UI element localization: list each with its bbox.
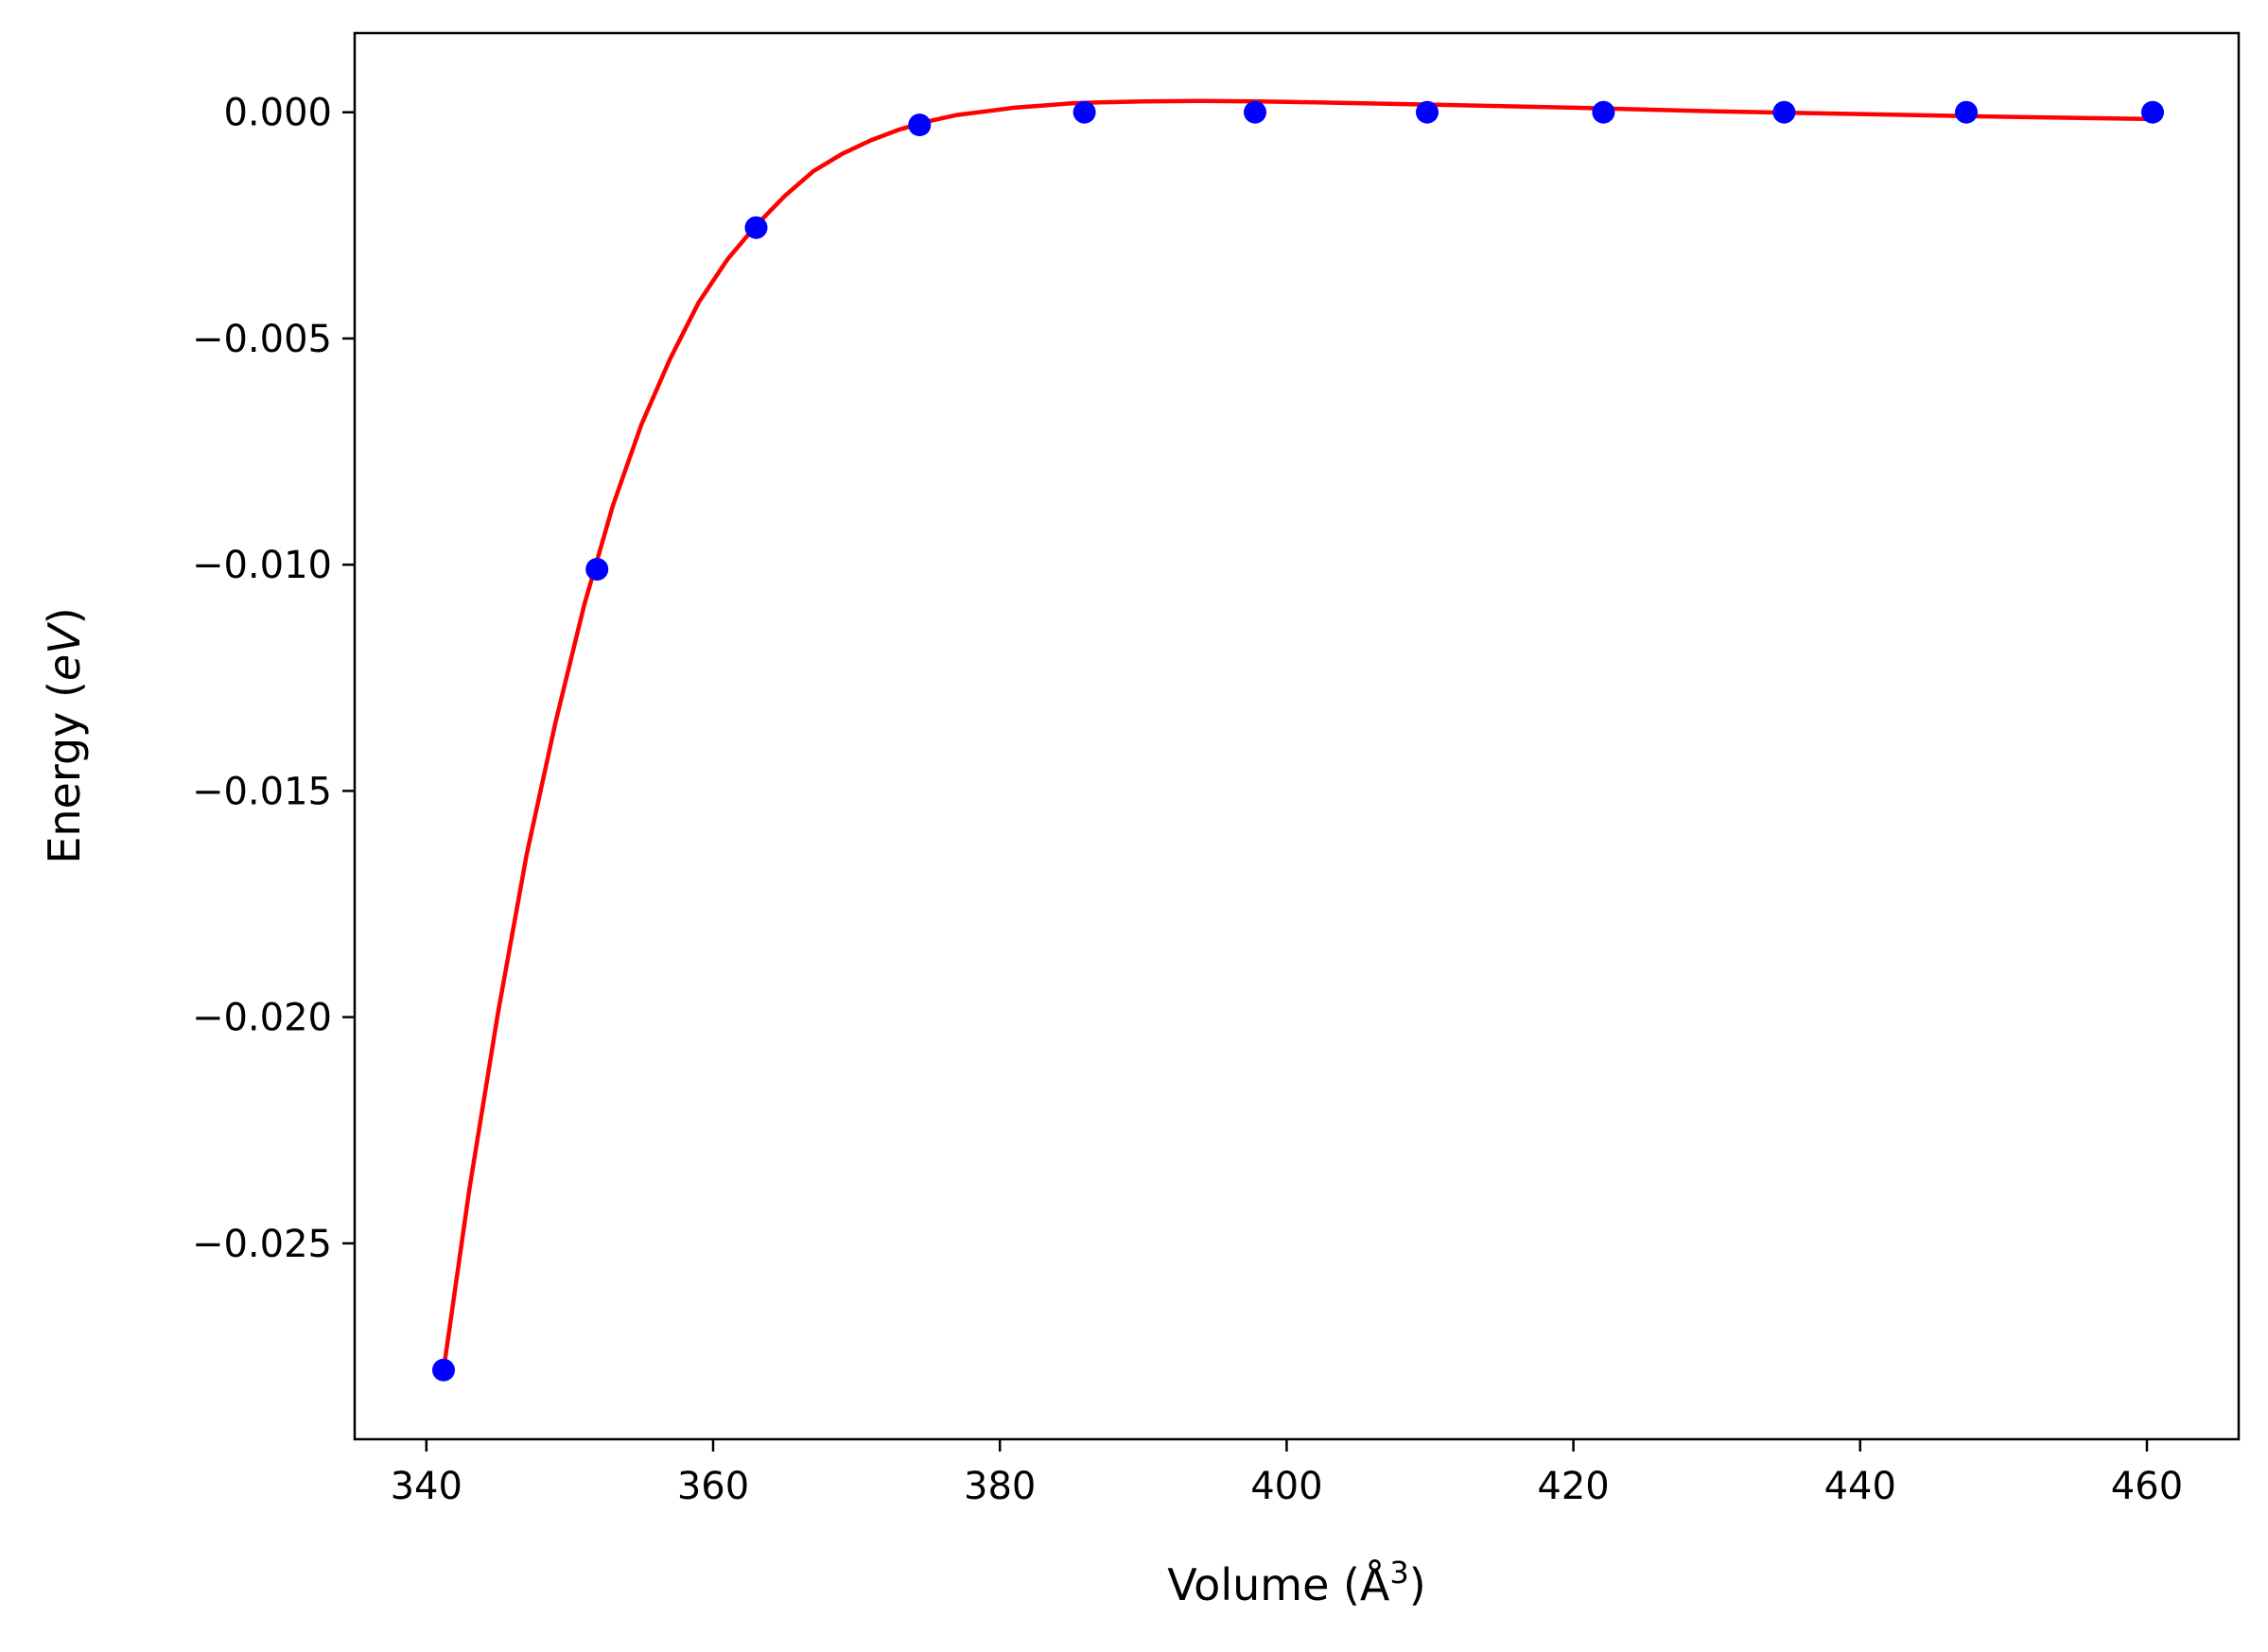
x-axis-label: Volume (Å3) xyxy=(1167,1555,1425,1610)
data-point xyxy=(1592,100,1615,124)
y-tick-label: −0.015 xyxy=(192,770,332,813)
x-tick-label: 400 xyxy=(1250,1465,1322,1508)
x-tick-label: 420 xyxy=(1537,1465,1609,1508)
plot-area xyxy=(432,98,2164,1382)
data-point xyxy=(1416,100,1439,124)
x-tick-label: 380 xyxy=(964,1465,1036,1508)
x-tick-label: 340 xyxy=(391,1465,462,1508)
data-point xyxy=(908,113,932,137)
x-axis: 340 360 380 400 420 440 460 xyxy=(391,1439,2183,1508)
data-point xyxy=(1772,100,1796,124)
data-point xyxy=(1244,100,1266,124)
data-point xyxy=(1955,100,1978,124)
y-tick-label: −0.010 xyxy=(192,544,332,587)
y-axis: 0.000 −0.005 −0.010 −0.015 −0.020 −0.025 xyxy=(192,92,355,1266)
y-tick-label: −0.005 xyxy=(192,318,332,361)
data-point xyxy=(1073,100,1096,124)
axes-frame xyxy=(353,31,2241,1441)
x-tick-label: 360 xyxy=(677,1465,749,1508)
y-tick-label: 0.000 xyxy=(223,92,332,135)
y-tick-label: −0.020 xyxy=(192,997,332,1040)
data-point xyxy=(585,558,609,581)
x-tick-label: 440 xyxy=(1824,1465,1896,1508)
y-axis-label: Energy (eV) xyxy=(39,607,90,863)
y-tick-label: −0.025 xyxy=(192,1223,332,1266)
data-point xyxy=(432,1358,455,1382)
x-tick-label: 460 xyxy=(2111,1465,2183,1508)
data-point xyxy=(744,216,768,239)
data-point xyxy=(2141,100,2164,124)
